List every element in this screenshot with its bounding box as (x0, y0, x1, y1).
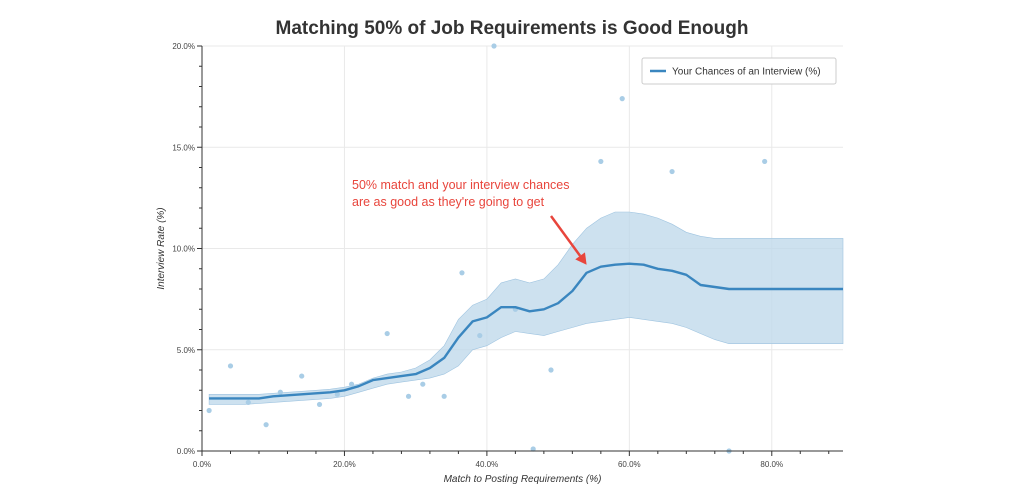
x-tick-label: 20.0% (333, 460, 356, 469)
scatter-point-14 (477, 332, 483, 339)
axes (197, 45, 843, 456)
series-line (209, 262, 843, 400)
y-tick-label: 5.0% (177, 346, 195, 355)
scatter-point-2 (245, 399, 251, 405)
scatter-point-1 (227, 363, 234, 369)
series-line-layer (209, 262, 843, 400)
x-tick-label: 40.0% (476, 460, 499, 469)
scatter-point-15 (491, 43, 497, 49)
tick-labels: 0.0% 5.0% 10.0% 15.0% 20.0% 0.0% 20.0% 40.0% 60.… (172, 42, 783, 469)
x-tick-label: 80.0% (760, 460, 783, 469)
x-tick-label: 0.0% (193, 460, 211, 469)
scatter-point-18 (548, 367, 554, 373)
y-tick-label: 15.0% (172, 143, 195, 152)
legend-box (641, 57, 837, 85)
scatter-point-13 (459, 270, 465, 276)
scatter-point-5 (299, 373, 305, 379)
scatter-point-17 (530, 446, 536, 452)
scatter-point-3 (263, 422, 269, 428)
confidence-band (208, 211, 844, 405)
legend-label: Your Chances of an Interview (%) (672, 67, 821, 78)
y-axis-label: Interview Rate (%) (156, 207, 167, 289)
x-axis-label: Match to Posting Requirements (%) (444, 474, 602, 485)
scatter-point-9 (384, 330, 390, 337)
confidence-band-layer (208, 211, 844, 405)
scatter-point-21 (669, 168, 675, 175)
scatter-point-0 (206, 407, 212, 414)
y-tick-label: 10.0% (172, 245, 195, 254)
scatter-point-20 (619, 96, 625, 102)
chart-title: Matching 50% of Job Requirements is Good… (275, 18, 749, 39)
y-tick-label: 0.0% (177, 447, 195, 456)
x-tick-label: 60.0% (618, 460, 641, 469)
scatter-point-6 (316, 401, 323, 408)
annotation-text-line-2: are as good as they're going to get (352, 195, 545, 209)
scatter-point-23 (762, 158, 768, 165)
annotation: 50% match and your interview chances are… (352, 178, 587, 265)
annotation-arrowhead (575, 252, 587, 265)
scatter-point-12 (441, 393, 447, 399)
scatter-point-8 (348, 381, 355, 387)
scatter-point-4 (277, 389, 283, 395)
scatter-point-11 (420, 381, 426, 387)
legend[interactable]: Your Chances of an Interview (%) (641, 57, 837, 85)
y-tick-label: 20.0% (172, 42, 195, 51)
scatter-point-10 (405, 393, 412, 399)
scatter-point-19 (598, 158, 604, 165)
scatter-point-7 (334, 391, 340, 397)
scatter-layer (206, 43, 768, 454)
annotation-arrow (549, 215, 582, 257)
annotation-text-line-1: 50% match and your interview chances (352, 178, 569, 192)
